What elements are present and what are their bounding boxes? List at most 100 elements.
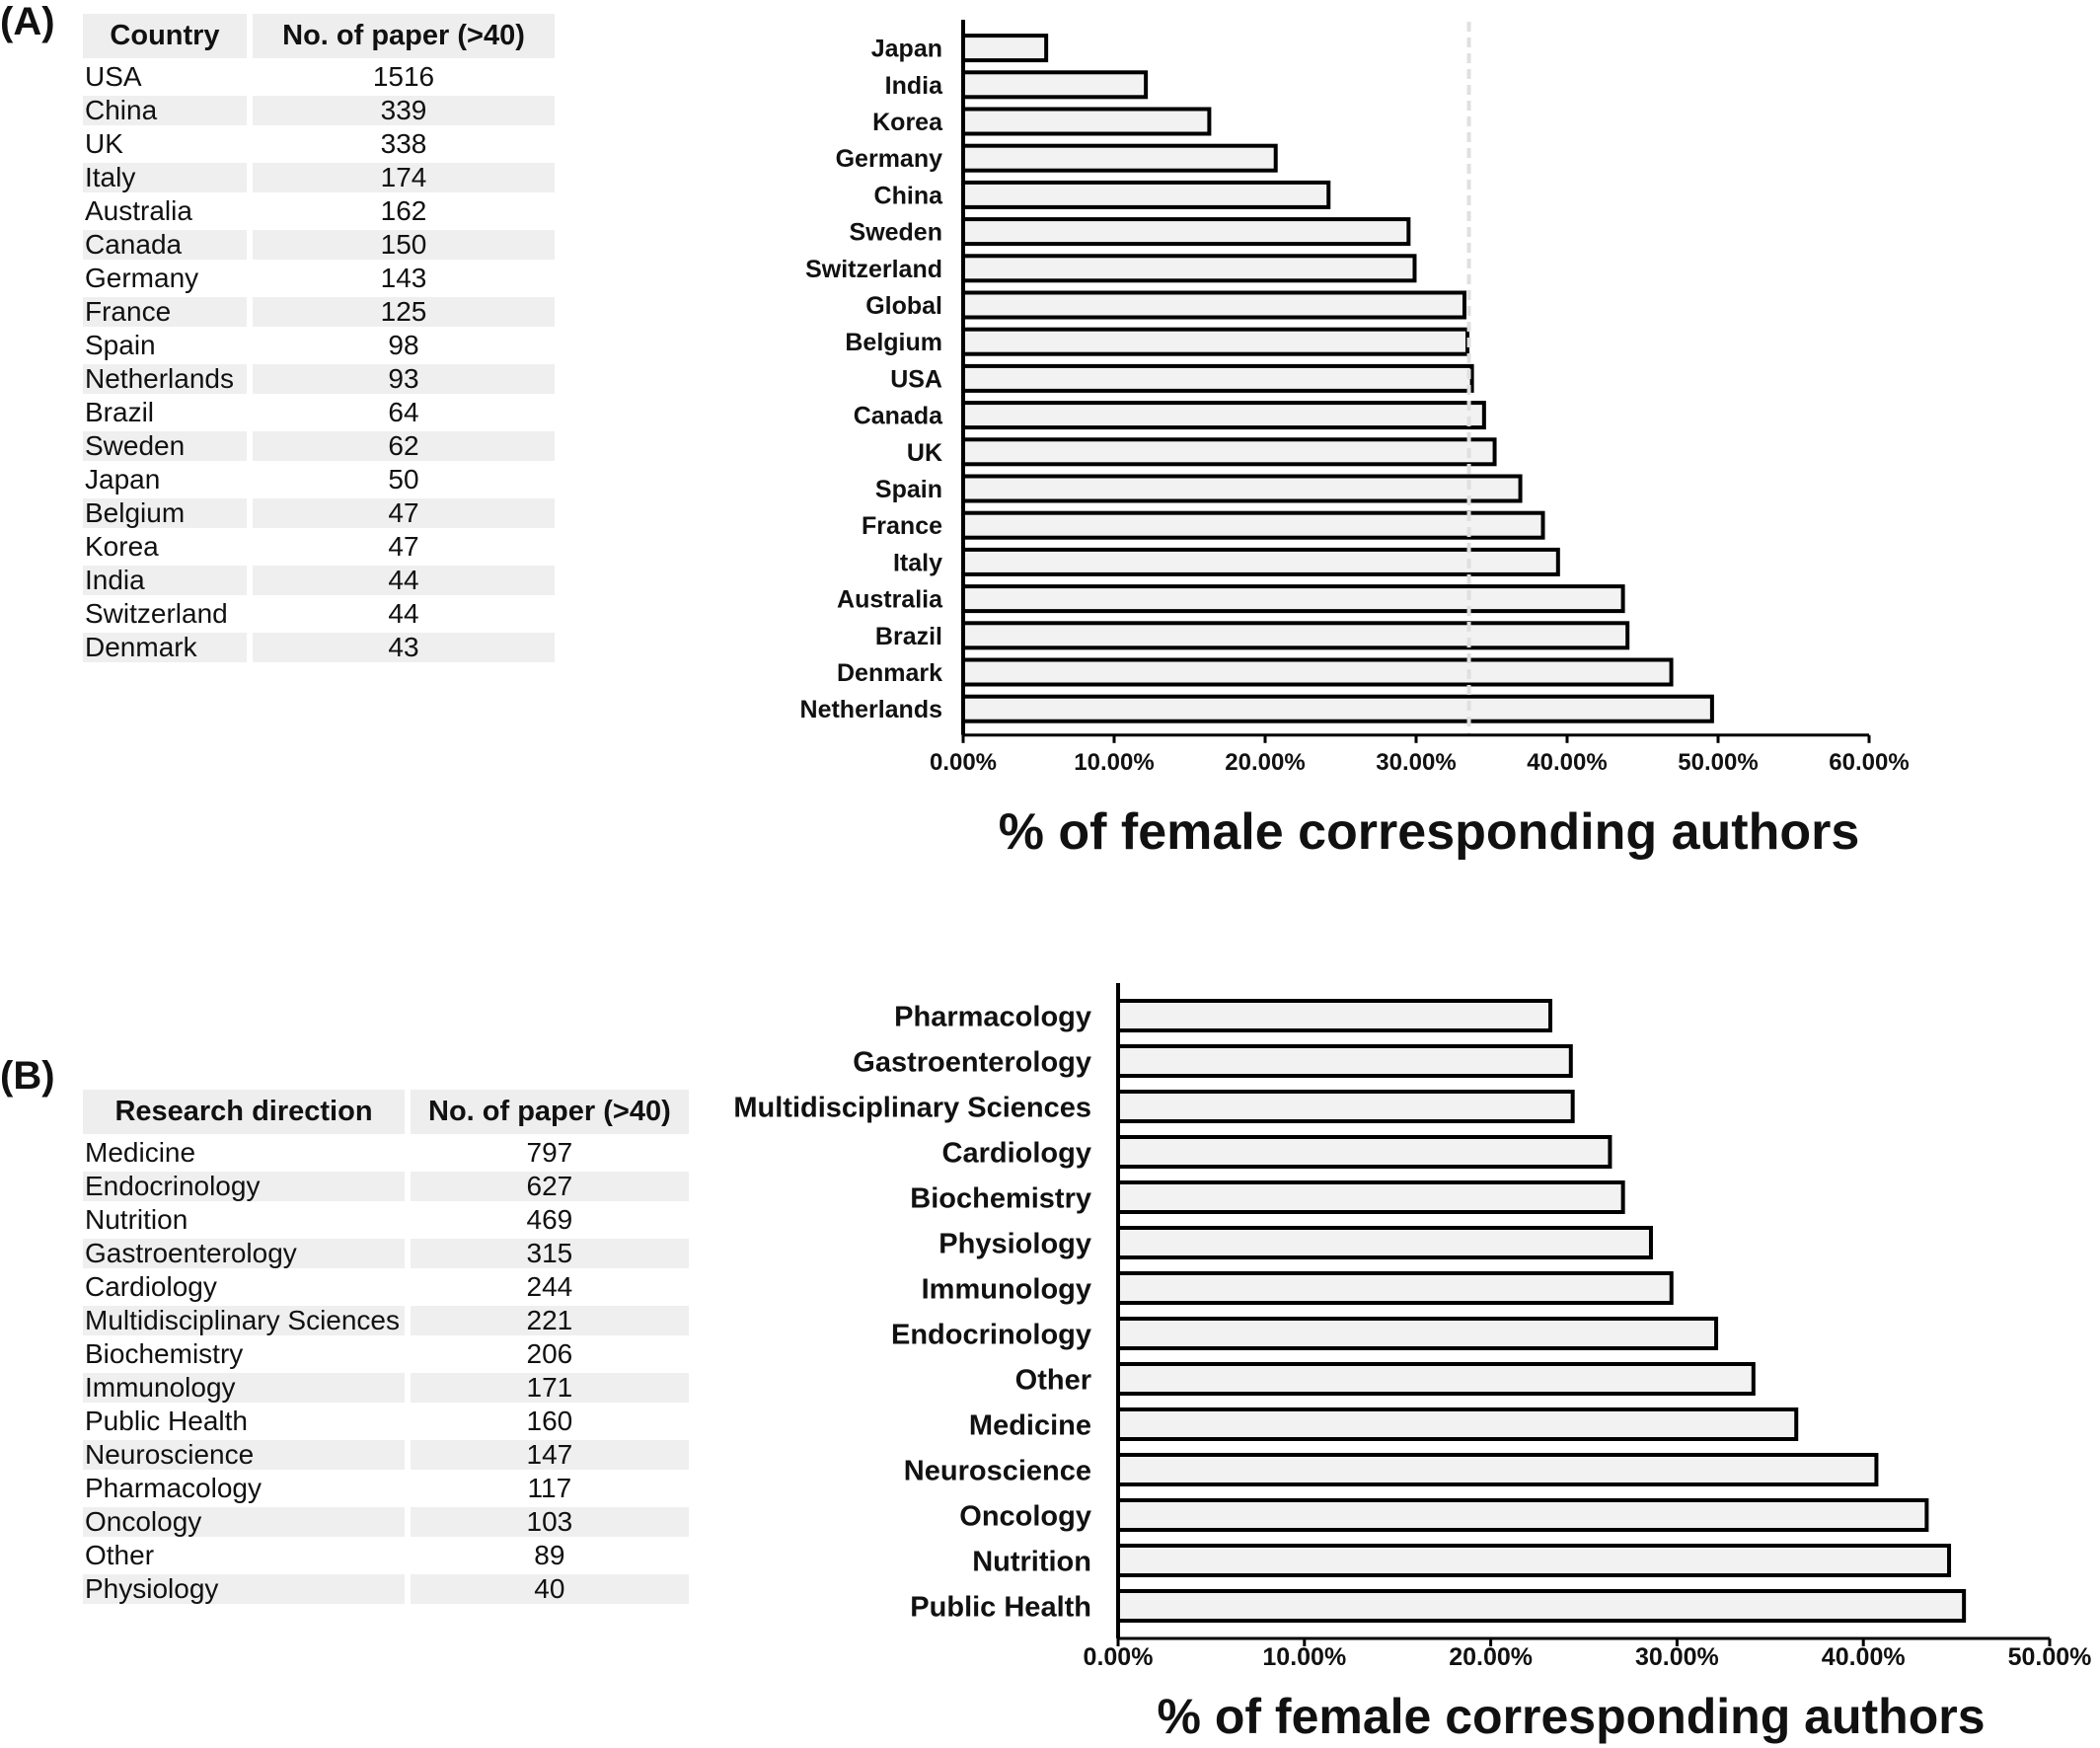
table-row: Japan 50 bbox=[83, 465, 555, 494]
research-direction-bar-chart: Pharmacology Gastroenterology Multidiscipl… bbox=[733, 983, 2091, 1744]
category-label: Japan bbox=[871, 36, 942, 63]
table-cell-count: 143 bbox=[380, 263, 427, 293]
table-cell-label: Gastroenterology bbox=[83, 1239, 405, 1268]
table-row: Cardiology 244 bbox=[83, 1272, 689, 1302]
table-row: USA 1516 bbox=[83, 62, 555, 92]
table-cell-label: USA bbox=[85, 61, 142, 92]
table-cell-label: Sweden bbox=[83, 431, 247, 461]
bar bbox=[1116, 1135, 1612, 1169]
table-cell-count: 62 bbox=[253, 431, 555, 461]
bar bbox=[1116, 1362, 1756, 1396]
table-row: Endocrinology 627 bbox=[83, 1172, 689, 1201]
bar bbox=[1116, 1090, 1575, 1123]
table-cell-count: 160 bbox=[526, 1406, 573, 1436]
table-row: UK 338 bbox=[83, 129, 555, 159]
x-tick-label: 50.00% bbox=[2008, 1643, 2092, 1671]
table-cell-label: Italy bbox=[83, 163, 247, 192]
table-cell-count: 47 bbox=[253, 498, 555, 528]
x-tick-label: 10.00% bbox=[1262, 1643, 1346, 1671]
bar bbox=[961, 657, 1674, 687]
x-tick-label: 30.00% bbox=[1376, 749, 1456, 776]
table-cell-label: Belgium bbox=[83, 498, 247, 528]
table-cell-count: 47 bbox=[388, 531, 419, 562]
table-cell-label: Nutrition bbox=[85, 1204, 188, 1235]
category-label: Italy bbox=[893, 549, 942, 576]
table-cell-count: 40 bbox=[411, 1574, 689, 1604]
bar bbox=[961, 143, 1278, 173]
category-label: Global bbox=[865, 292, 942, 320]
category-label: India bbox=[885, 72, 943, 100]
bar bbox=[961, 437, 1497, 467]
bar bbox=[961, 290, 1466, 320]
table-cell-label: Netherlands bbox=[83, 364, 247, 394]
table-cell-label: Medicine bbox=[85, 1137, 196, 1168]
bar bbox=[961, 694, 1714, 723]
x-tick-label: 20.00% bbox=[1225, 749, 1305, 776]
table-cell-label: Other bbox=[85, 1540, 155, 1570]
table-cell-count: 162 bbox=[380, 195, 427, 226]
country-paper-table: Country No. of paper (>40) USA 1516 China 3… bbox=[77, 10, 561, 666]
bar bbox=[1116, 1453, 1879, 1486]
table-cell-count: 244 bbox=[526, 1271, 573, 1302]
table-row: Biochemistry 206 bbox=[83, 1339, 689, 1369]
table-cell-count: 339 bbox=[253, 96, 555, 125]
bar bbox=[961, 510, 1545, 540]
table-cell-label: Neuroscience bbox=[83, 1440, 405, 1470]
category-label: Korea bbox=[872, 109, 943, 136]
table-row: Italy 174 bbox=[83, 163, 555, 192]
table-cell-count: 117 bbox=[527, 1473, 572, 1503]
x-tick-label: 0.00% bbox=[1084, 1643, 1154, 1671]
bar bbox=[961, 107, 1212, 136]
x-tick-label: 0.00% bbox=[930, 749, 997, 776]
category-label: Physiology bbox=[938, 1228, 1091, 1259]
table-cell-count: 150 bbox=[253, 230, 555, 260]
table-cell-count: 98 bbox=[388, 330, 419, 360]
x-tick-label: 40.00% bbox=[1822, 1643, 1906, 1671]
table-cell-label: Canada bbox=[83, 230, 247, 260]
table-cell-label: Switzerland bbox=[85, 598, 228, 629]
table-row: Multidisciplinary Sciences 221 bbox=[83, 1306, 689, 1335]
table-cell-count: 315 bbox=[411, 1239, 689, 1268]
category-label: Canada bbox=[854, 403, 943, 430]
table-cell-label: Physiology bbox=[83, 1574, 405, 1604]
category-label: France bbox=[862, 512, 942, 540]
category-label: Oncology bbox=[959, 1500, 1091, 1532]
table-cell-count: 44 bbox=[253, 566, 555, 595]
x-axis-title: % of female corresponding authors bbox=[999, 803, 1860, 861]
category-label: Netherlands bbox=[800, 696, 942, 723]
category-label: China bbox=[874, 182, 944, 209]
category-label: Gastroenterology bbox=[853, 1046, 1091, 1078]
table-row: Belgium 47 bbox=[83, 498, 555, 528]
table-cell-count: 171 bbox=[411, 1373, 689, 1403]
category-label: USA bbox=[890, 365, 942, 393]
table-cell-label: Immunology bbox=[83, 1373, 405, 1403]
table-row: Canada 150 bbox=[83, 230, 555, 260]
x-tick-label: 10.00% bbox=[1074, 749, 1154, 776]
table-cell-count: 89 bbox=[534, 1540, 565, 1570]
table-cell-count: 338 bbox=[380, 128, 427, 159]
bar bbox=[961, 180, 1331, 209]
table-row: Denmark 43 bbox=[83, 633, 555, 662]
category-label: Immunology bbox=[922, 1273, 1091, 1305]
category-label: Belgium bbox=[845, 329, 942, 356]
category-label: Cardiology bbox=[942, 1137, 1091, 1169]
table-row: Netherlands 93 bbox=[83, 364, 555, 394]
category-label: Multidisciplinary Sciences bbox=[733, 1092, 1091, 1123]
category-label: Nutrition bbox=[972, 1546, 1091, 1577]
table-cell-count: 125 bbox=[253, 297, 555, 327]
table-cell-label: Endocrinology bbox=[83, 1172, 405, 1201]
table-cell-count: 206 bbox=[526, 1338, 573, 1369]
table-cell-label: Germany bbox=[85, 263, 199, 293]
bar bbox=[961, 547, 1560, 576]
bar bbox=[961, 621, 1630, 650]
category-label: Public Health bbox=[910, 1591, 1091, 1623]
table-cell-label: Pharmacology bbox=[85, 1473, 262, 1503]
table-cell-label: Brazil bbox=[85, 397, 155, 427]
category-label: Other bbox=[1015, 1364, 1091, 1396]
bar bbox=[961, 363, 1474, 393]
table-row: Public Health 160 bbox=[83, 1406, 689, 1436]
table-cell-label: France bbox=[83, 297, 247, 327]
table-cell-count: 797 bbox=[526, 1137, 573, 1168]
table-cell-count: 44 bbox=[388, 598, 419, 629]
table-row: Pharmacology 117 bbox=[83, 1474, 689, 1503]
